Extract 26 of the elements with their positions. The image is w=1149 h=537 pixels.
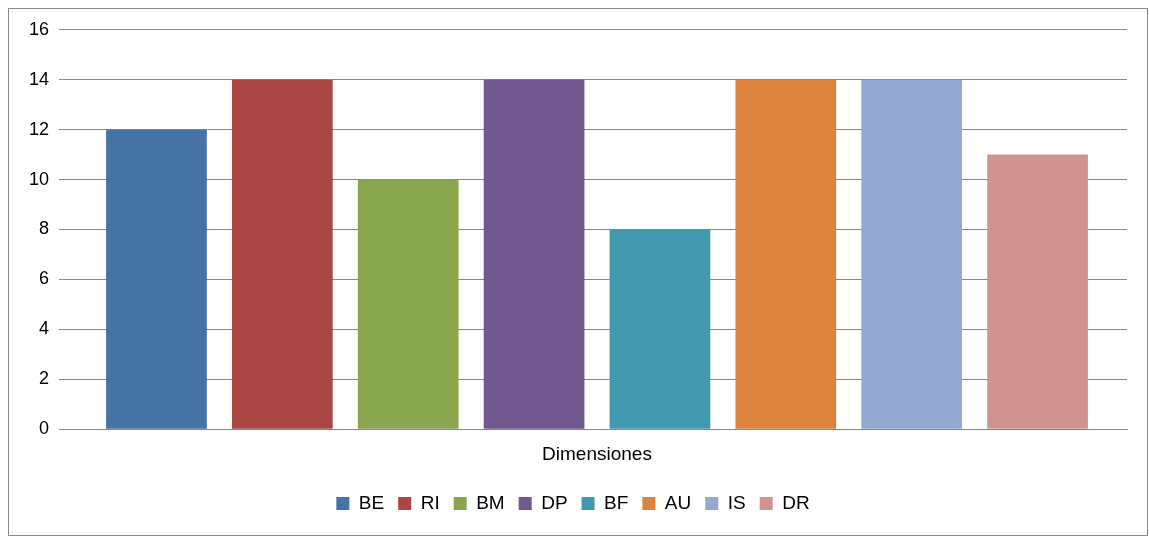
legend-label: DP	[541, 491, 568, 513]
bar	[609, 229, 711, 429]
y-tick-label: 8	[39, 218, 50, 239]
y-tick-label: 4	[39, 318, 50, 339]
y-tick-label: 6	[39, 268, 50, 289]
bar	[483, 79, 585, 429]
legend-label: BE	[358, 491, 385, 513]
y-tick-label: 12	[28, 118, 50, 139]
legend-label: AU	[664, 491, 692, 513]
y-tick-label: 2	[39, 368, 50, 389]
y-tick-label: 14	[28, 68, 50, 89]
y-tick-label: 0	[39, 418, 50, 439]
legend-label: BF	[604, 491, 629, 513]
bar	[735, 79, 837, 429]
bar	[861, 79, 963, 429]
bar	[357, 179, 459, 429]
x-tick-label: Dimensiones	[542, 442, 652, 464]
bar	[231, 79, 333, 429]
bar	[987, 154, 1088, 429]
legend-label: DR	[782, 491, 810, 513]
legend-label: BM	[476, 491, 505, 513]
y-tick-label: 10	[28, 168, 50, 189]
y-tick-label: 16	[28, 18, 50, 39]
legend-label: IS	[727, 491, 746, 513]
bar	[106, 129, 207, 429]
legend-label: RI	[420, 491, 440, 513]
